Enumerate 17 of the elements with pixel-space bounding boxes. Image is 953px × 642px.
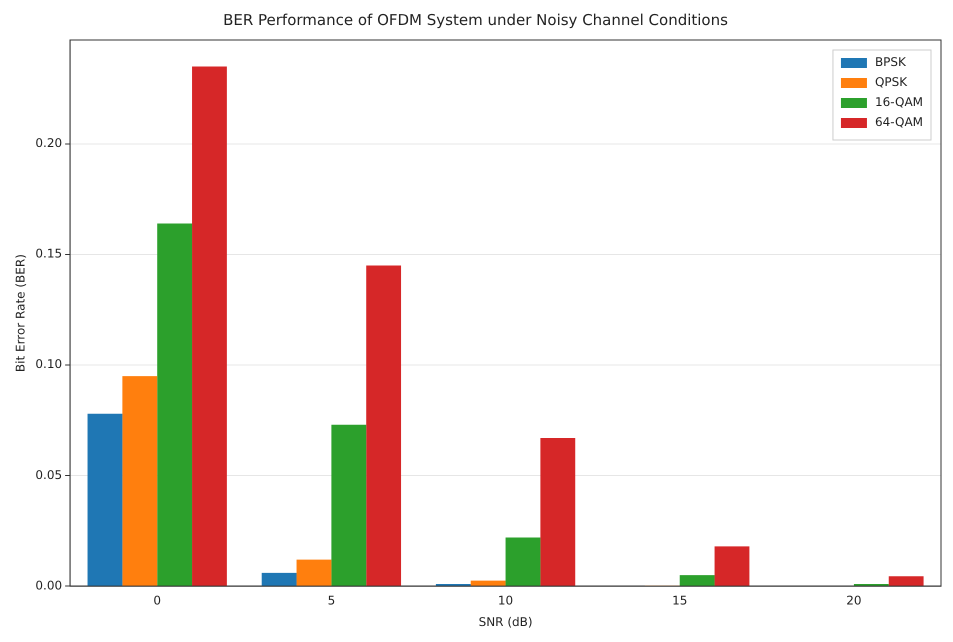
y-tick-label: 0.05 <box>35 468 62 482</box>
y-tick-label: 0.15 <box>35 246 62 261</box>
chart-title: BER Performance of OFDM System under Noisy Channel Conditions <box>223 10 728 29</box>
x-tick-label: 20 <box>846 594 862 608</box>
legend-label: BPSK <box>874 55 908 70</box>
legend-label: 64-QAM <box>874 115 923 130</box>
y-axis-title: Bit Error Rate (BER) <box>13 254 28 372</box>
y-tick-label: 0.20 <box>35 136 62 150</box>
x-tick-label: 5 <box>328 594 336 608</box>
legend-label: 16-QAM <box>874 95 923 110</box>
x-tick-label: 15 <box>672 594 688 608</box>
y-tick-label: 0.00 <box>35 578 62 592</box>
y-tick-label: 0.10 <box>35 357 62 372</box>
x-tick-label: 0 <box>153 594 162 608</box>
x-axis-title: SNR (dB) <box>478 614 533 629</box>
legend-label: QPSK <box>874 75 908 90</box>
x-tick-label: 10 <box>498 594 514 608</box>
